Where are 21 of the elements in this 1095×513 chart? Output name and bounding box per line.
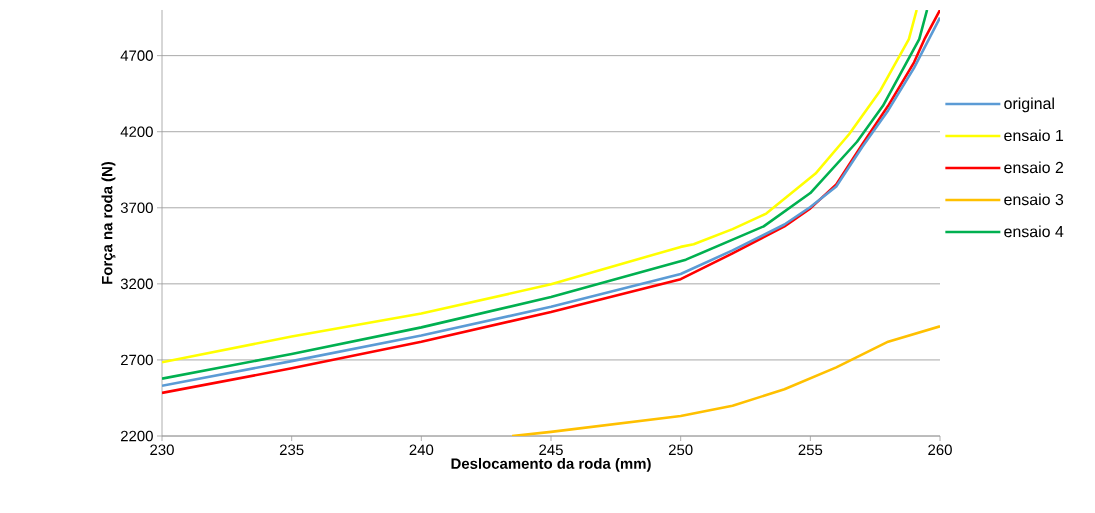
y-tick-label: 4700 bbox=[120, 50, 153, 61]
legend-label: ensaio 1 bbox=[1004, 129, 1064, 142]
x-tick-label: 255 bbox=[798, 444, 823, 456]
x-tick-label: 260 bbox=[928, 444, 952, 456]
y-tick-label: 2700 bbox=[120, 354, 153, 366]
legend-label: original bbox=[1004, 97, 1054, 113]
y-tick-label: 4200 bbox=[120, 126, 153, 137]
y-tick-label: 2200 bbox=[120, 430, 153, 442]
legend-label: ensaio 3 bbox=[1004, 193, 1064, 206]
y-axis-title: Força na roda (N) bbox=[101, 161, 116, 284]
x-tick-label: 250 bbox=[668, 444, 693, 456]
legend-label: ensaio 4 bbox=[1004, 225, 1064, 238]
line-series bbox=[510, 325, 941, 436]
y-tick-label: 3700 bbox=[120, 202, 153, 214]
legend-label: ensaio 2 bbox=[1004, 161, 1064, 174]
x-tick-label: 245 bbox=[539, 444, 563, 456]
y-tick-label: 3200 bbox=[120, 278, 153, 290]
x-tick-label: 230 bbox=[150, 444, 174, 456]
x-tick-label: 235 bbox=[279, 444, 304, 456]
x-axis-title: Deslocamento da roda (mm) bbox=[451, 457, 651, 472]
x-tick-label: 240 bbox=[409, 444, 434, 456]
